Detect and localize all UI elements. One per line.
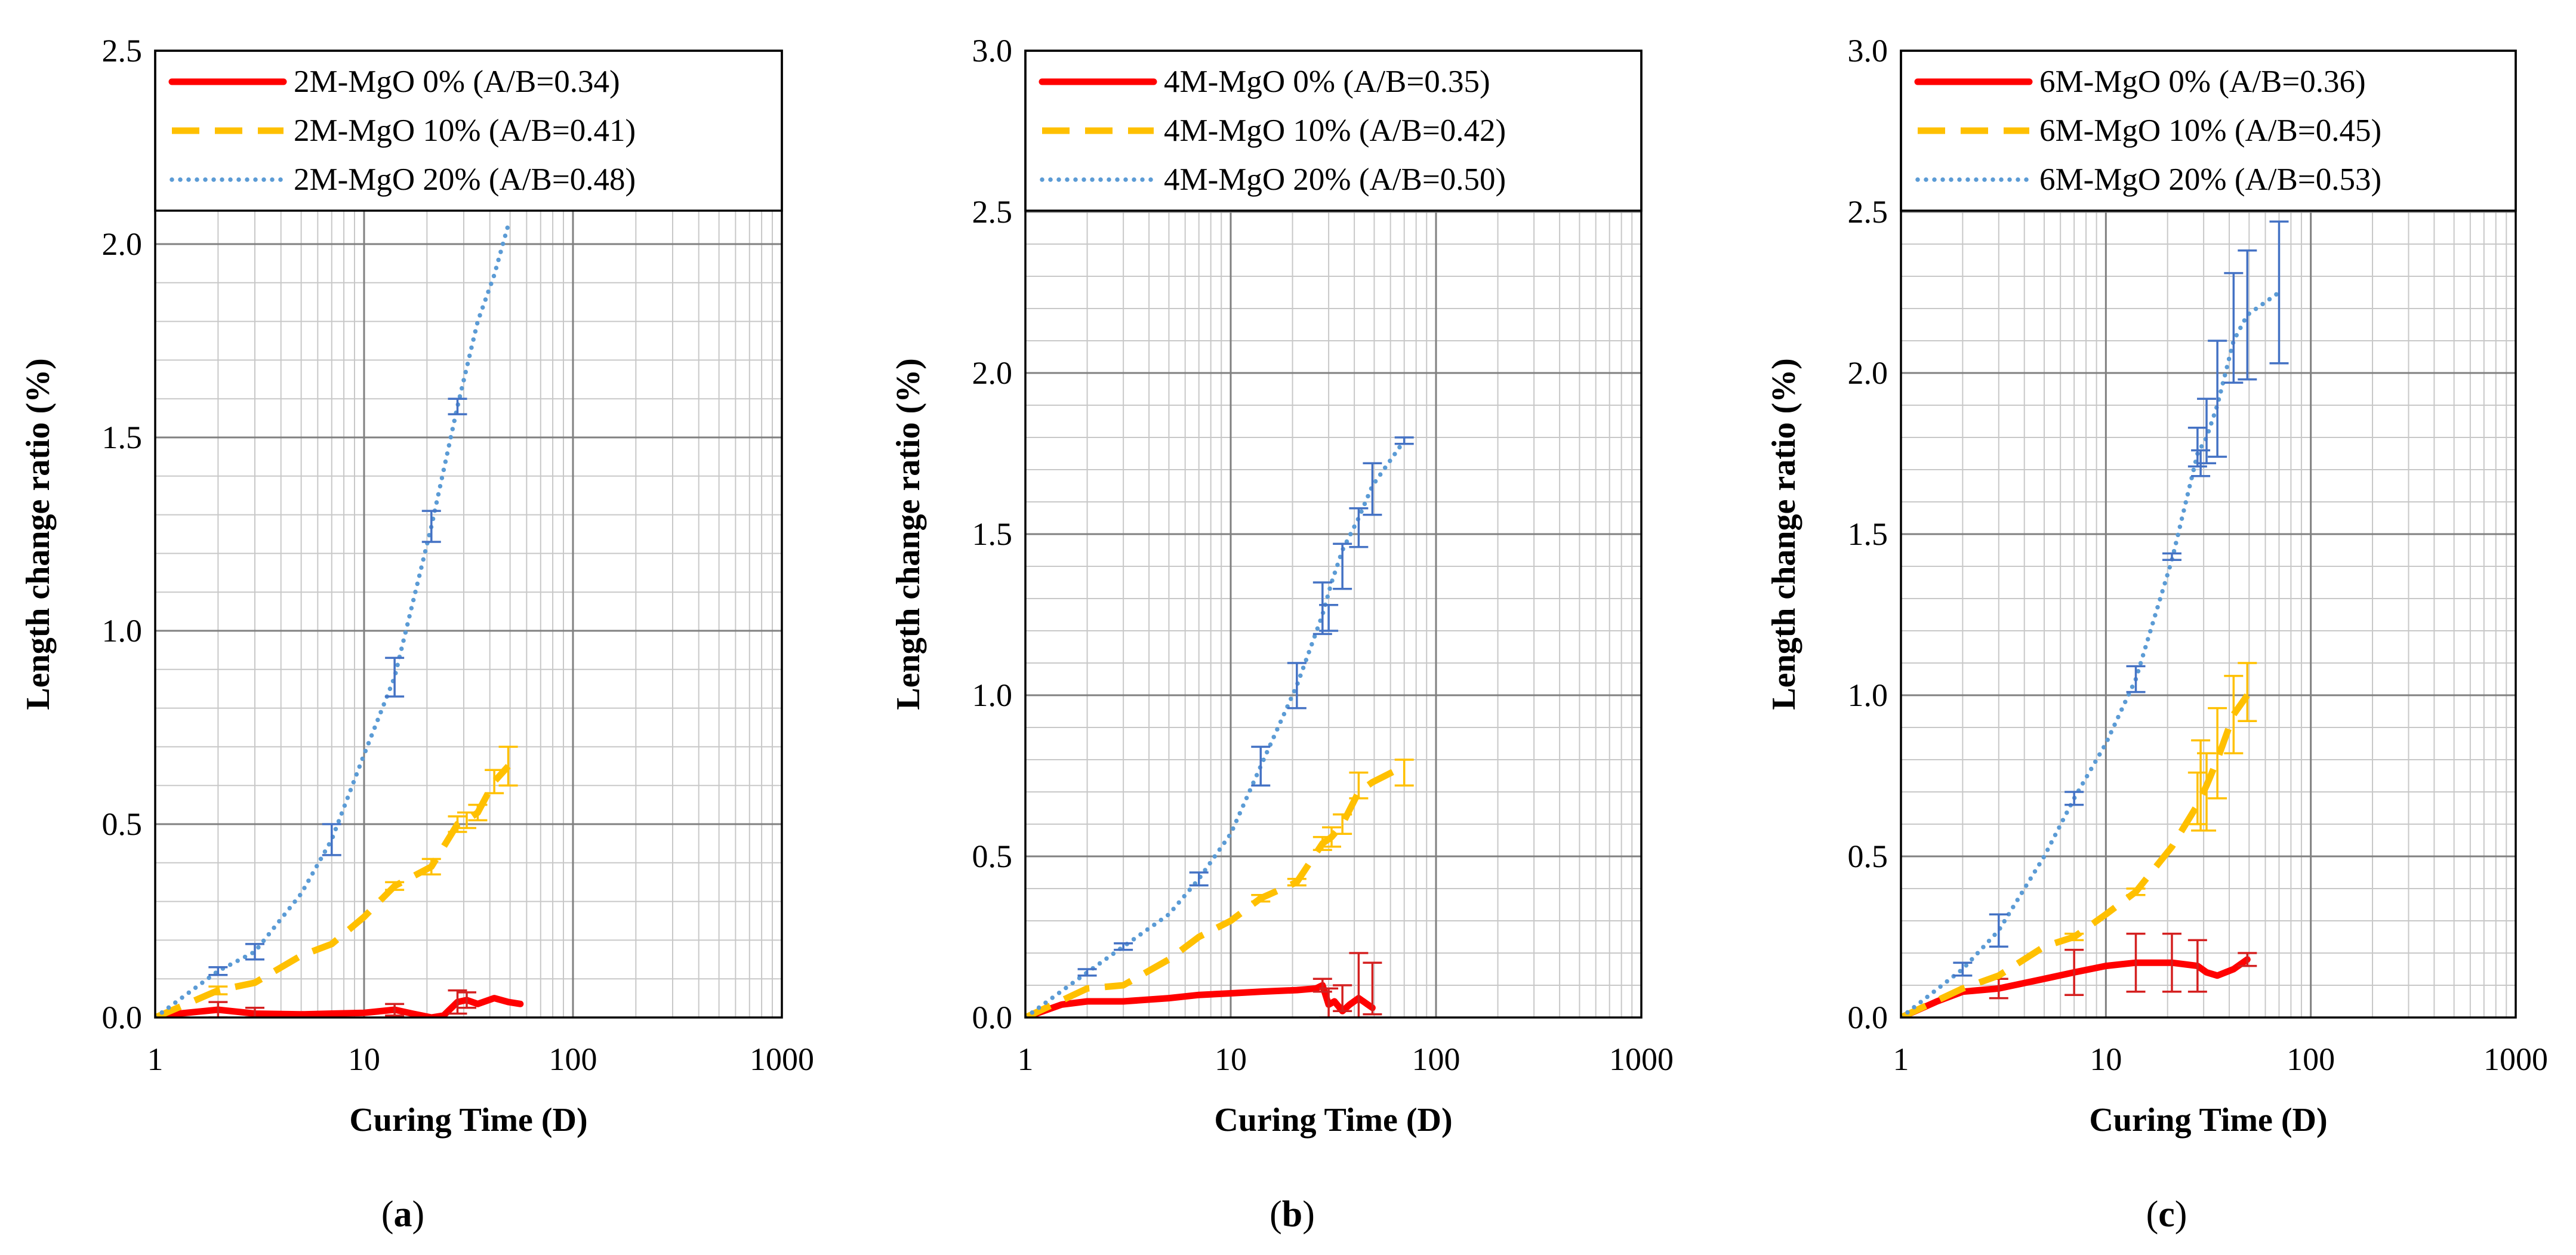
x-tick-label: 1 [1893, 1041, 1909, 1077]
series-line-1 [1901, 956, 2251, 1017]
legend-label: 6M-MgO 10% (A/B=0.45) [2039, 113, 2381, 148]
y-tick-label: 1.5 [102, 420, 143, 455]
y-tick-label: 3.0 [1848, 33, 1888, 69]
x-tick-label: 1 [147, 1041, 164, 1077]
x-tick-label: 1 [1018, 1041, 1034, 1077]
y-axis-title: Length change ratio (%) [20, 358, 57, 710]
series-line-2 [1025, 763, 1406, 1017]
series-line-1 [1025, 982, 1376, 1017]
x-tick-label: 10 [2090, 1041, 2122, 1077]
panel-label: (c) [2146, 1194, 2187, 1235]
chart-panel-1: 2M-MgO 0% (A/B=0.34) 2M-MgO 10% (A/B=0.41… [20, 33, 814, 1235]
legend-label: 6M-MgO 20% (A/B=0.53) [2039, 162, 2381, 197]
legend-label: 2M-MgO 10% (A/B=0.41) [294, 113, 636, 148]
y-tick-label: 1.5 [1848, 516, 1888, 552]
y-tick-label: 0.5 [1848, 838, 1888, 874]
plot-series-group [1025, 436, 1414, 1017]
plot-frame [1024, 50, 1643, 1019]
y-axis-title: Length change ratio (%) [1765, 358, 1802, 710]
legend-box [1900, 50, 2517, 212]
y-tick-label: 2.0 [102, 226, 143, 262]
y-axis-title: Length change ratio (%) [890, 358, 927, 710]
plot-area [155, 51, 782, 1017]
legend-label: 2M-MgO 20% (A/B=0.48) [294, 162, 636, 197]
panel-label: (a) [381, 1194, 424, 1235]
x-tick-label: 100 [549, 1041, 597, 1077]
panel-label: (b) [1269, 1194, 1315, 1235]
chart-panel-2: 4M-MgO 0% (A/B=0.35) 4M-MgO 10% (A/B=0.42… [890, 33, 1674, 1235]
y-tick-label: 0.5 [972, 838, 1013, 874]
x-axis-title: Curing Time (D) [1214, 1102, 1452, 1139]
y-tick-label: 0.0 [102, 1000, 143, 1035]
y-tick-label: 0.0 [972, 1000, 1013, 1035]
legend-label: 4M-MgO 10% (A/B=0.42) [1164, 113, 1506, 148]
x-tick-label: 1000 [2483, 1041, 2548, 1077]
series-line-3 [155, 222, 511, 1017]
legend-label: 2M-MgO 0% (A/B=0.34) [294, 64, 620, 99]
x-axis-title: Curing Time (D) [2089, 1102, 2327, 1139]
y-tick-label: 1.0 [1848, 677, 1888, 713]
x-tick-label: 1000 [750, 1041, 814, 1077]
legend-label: 4M-MgO 20% (A/B=0.50) [1164, 162, 1506, 197]
plot-frame [154, 50, 783, 1019]
y-tick-label: 1.0 [102, 613, 143, 649]
y-tick-label: 0.0 [1848, 1000, 1888, 1035]
y-tick-label: 2.5 [972, 194, 1013, 230]
x-tick-label: 100 [2287, 1041, 2335, 1077]
plot-frame [1900, 50, 2517, 1019]
legend-label: 6M-MgO 0% (A/B=0.36) [2039, 64, 2366, 99]
x-tick-label: 100 [1412, 1041, 1460, 1077]
y-tick-label: 0.5 [102, 806, 143, 842]
series-line-1 [155, 995, 524, 1017]
y-tick-label: 2.5 [1848, 194, 1888, 230]
y-tick-label: 1.0 [972, 677, 1013, 713]
legend-label: 4M-MgO 0% (A/B=0.35) [1164, 64, 1490, 99]
x-axis-title: Curing Time (D) [349, 1102, 587, 1139]
y-tick-label: 2.0 [972, 355, 1013, 391]
x-tick-label: 1000 [1609, 1041, 1674, 1077]
y-tick-label: 3.0 [972, 33, 1013, 69]
x-tick-label: 10 [1215, 1041, 1247, 1077]
chart-panel-3: 6M-MgO 0% (A/B=0.36) 6M-MgO 10% (A/B=0.45… [1765, 33, 2548, 1235]
y-tick-label: 2.5 [102, 33, 143, 69]
x-tick-label: 10 [348, 1041, 380, 1077]
series-line-3 [1901, 290, 2282, 1017]
y-tick-label: 1.5 [972, 516, 1013, 552]
y-tick-label: 2.0 [1848, 355, 1888, 391]
plot-series-group [1901, 220, 2289, 1017]
plot-series-group [155, 222, 524, 1017]
